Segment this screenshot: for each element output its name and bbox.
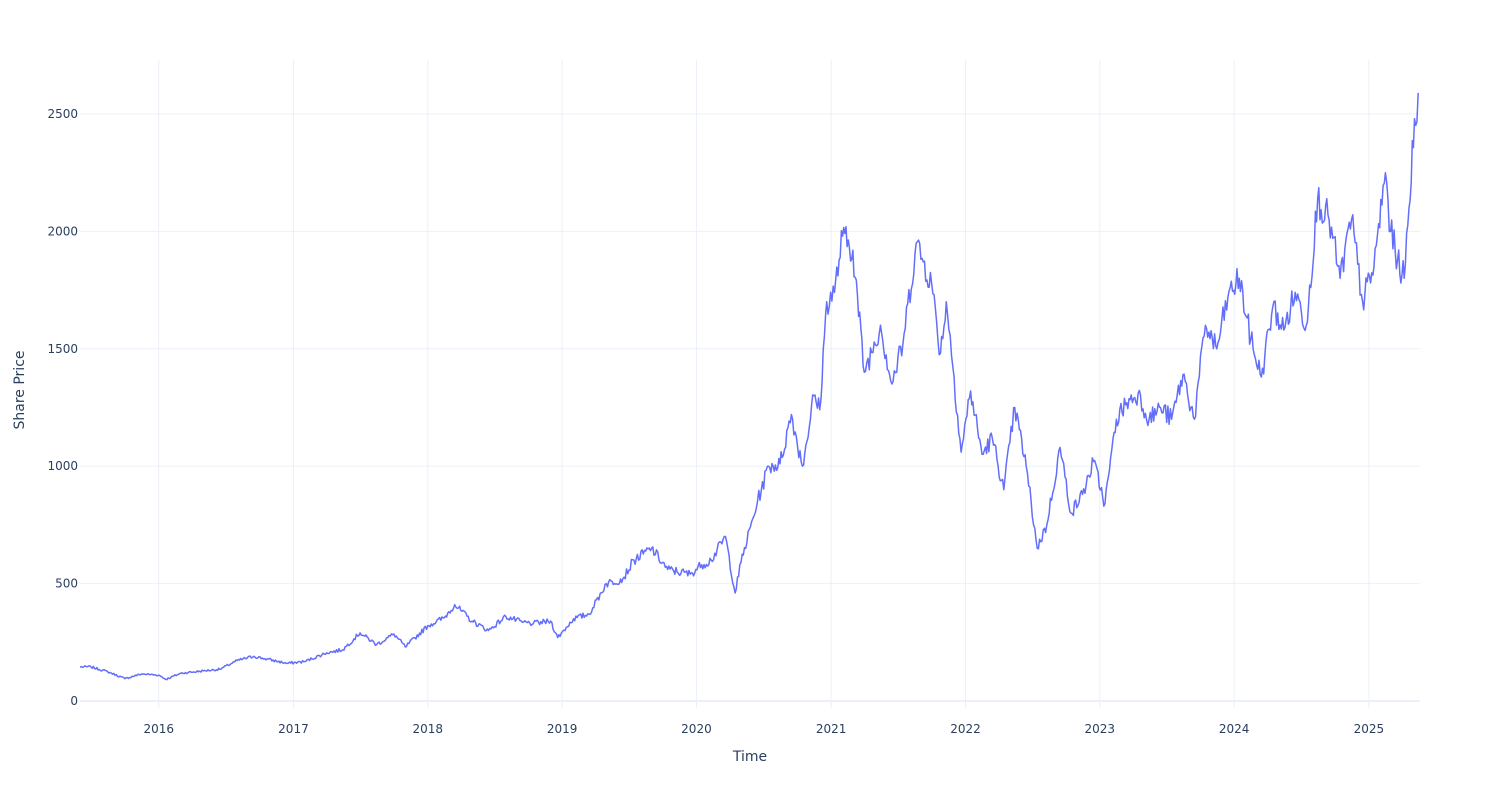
y-tick-label-2000: 2000 [47,224,78,238]
x-tick-label-2017: 2017 [278,722,309,736]
y-axis-title: Share Price [12,350,28,429]
y-tick-label-1500: 1500 [47,342,78,356]
y-tick-label-500: 500 [55,577,78,591]
x-tick-label-2019: 2019 [547,722,578,736]
gridlines [80,60,1420,708]
x-axis-ticks: 2016 2017 2018 2019 2020 2021 2022 2023 2024 2025 [143,722,1384,736]
x-tick-label-2020: 2020 [681,722,712,736]
x-tick-label-2016: 2016 [143,722,174,736]
y-axis-ticks: 0 500 1000 1500 2000 2500 [47,107,78,708]
x-axis-title: Time [732,749,767,765]
y-tick-label-1000: 1000 [47,459,78,473]
x-tick-label-2018: 2018 [413,722,444,736]
x-tick-label-2025: 2025 [1354,722,1385,736]
x-tick-label-2021: 2021 [816,722,847,736]
x-tick-label-2024: 2024 [1219,722,1250,736]
x-tick-label-2023: 2023 [1085,722,1116,736]
y-tick-label-2500: 2500 [47,107,78,121]
x-tick-label-2022: 2022 [950,722,981,736]
plot-area [79,92,1419,681]
y-tick-label-0: 0 [70,694,78,708]
price-series-line-0 [79,92,1419,681]
